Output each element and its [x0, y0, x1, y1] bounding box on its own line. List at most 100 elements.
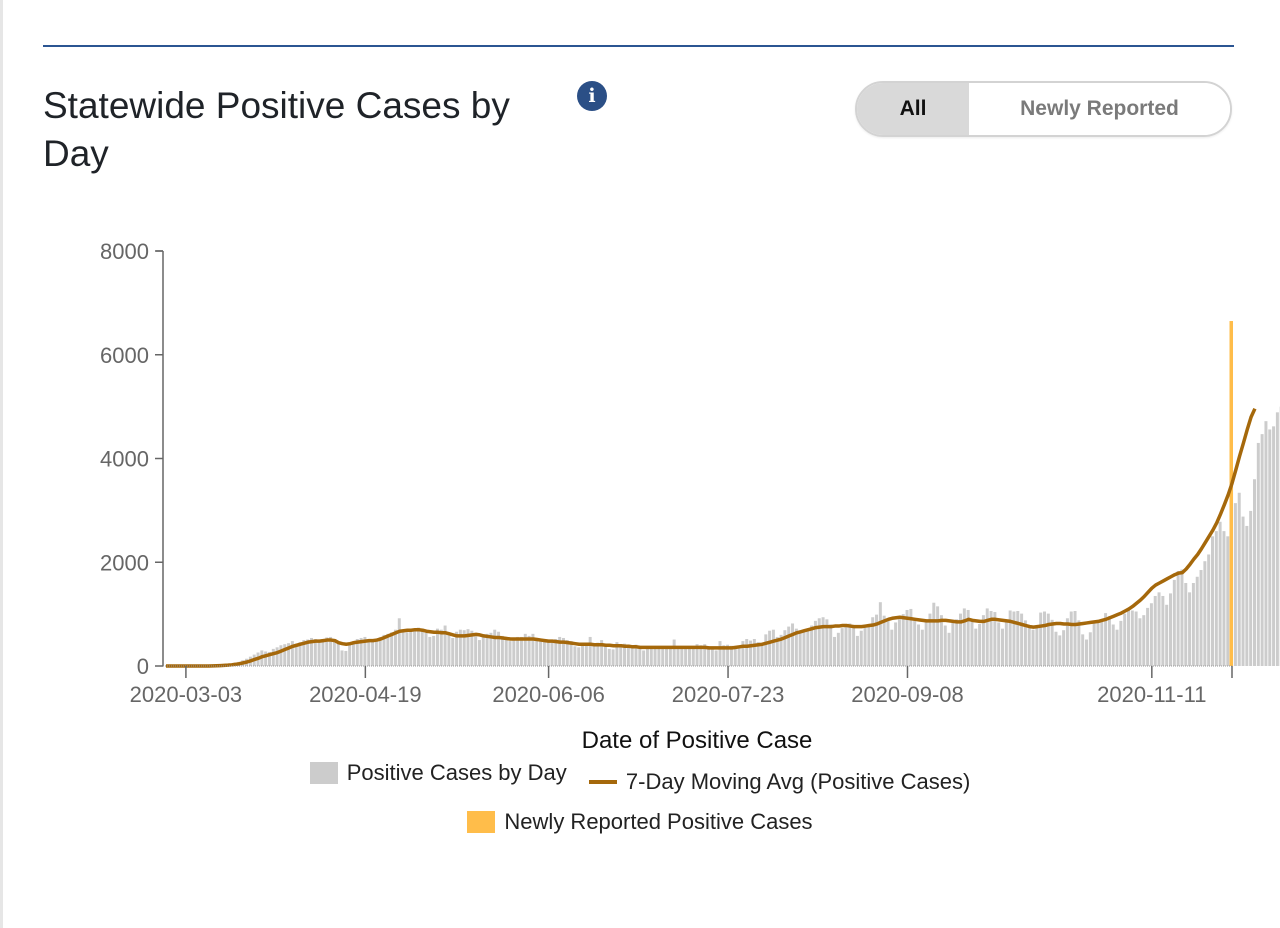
bar [657, 646, 661, 666]
bar [493, 629, 497, 666]
bar [512, 637, 516, 666]
bar [722, 645, 726, 666]
bar [1004, 620, 1008, 666]
bar [1199, 570, 1203, 666]
bar [882, 615, 886, 666]
bar [794, 628, 798, 666]
bar [348, 644, 352, 666]
bar [886, 620, 890, 666]
bar [1111, 624, 1115, 666]
bar [371, 641, 375, 666]
bar [1138, 618, 1142, 666]
bar [1195, 576, 1199, 666]
bar [409, 631, 413, 666]
bar [1027, 627, 1031, 666]
bar [271, 648, 275, 666]
bar [367, 640, 371, 666]
bar [897, 619, 901, 666]
bar [584, 644, 588, 666]
bar [1165, 604, 1169, 666]
bar [668, 647, 672, 666]
bar [672, 639, 676, 666]
bar [600, 640, 604, 666]
bar [539, 641, 543, 666]
bar [1233, 503, 1237, 666]
bar [588, 636, 592, 666]
bar [1241, 516, 1245, 666]
bar [432, 635, 436, 666]
bar [527, 635, 531, 666]
bar [340, 650, 344, 666]
x-axis: 2020-03-03 2020-04-19 2020-06-06 2020-07-23… [130, 665, 1233, 707]
bar [1107, 616, 1111, 666]
bar [951, 622, 955, 666]
bar [1012, 611, 1016, 666]
bar [1096, 620, 1100, 666]
bar [1054, 631, 1058, 666]
bar [1035, 626, 1039, 666]
bar [626, 645, 630, 666]
newly-reported-group [1229, 321, 1233, 666]
bar [294, 643, 298, 666]
toggle-option-newly-reported[interactable]: Newly Reported [969, 83, 1230, 135]
bar [435, 628, 439, 666]
y-tick-label: 0 [137, 654, 149, 679]
x-tick-label: 2020-07-23 [672, 682, 785, 707]
bar [909, 608, 913, 666]
bar [684, 648, 688, 666]
bar [516, 636, 520, 666]
bar [596, 642, 600, 666]
bar [317, 640, 321, 666]
bar [913, 619, 917, 666]
bar [1085, 639, 1088, 666]
bar [466, 629, 470, 666]
bar [382, 634, 386, 667]
info-icon[interactable]: i [577, 81, 607, 111]
bar [1169, 593, 1172, 667]
bar [290, 641, 294, 666]
bar [729, 645, 733, 666]
bar [844, 624, 848, 666]
bar [676, 646, 680, 666]
bar [1211, 536, 1214, 666]
bar [1245, 525, 1249, 666]
bar [378, 636, 382, 666]
bar [798, 630, 802, 666]
bar [829, 624, 833, 666]
bar [443, 625, 447, 666]
toggle-option-all[interactable]: All [857, 83, 969, 135]
bar [955, 619, 959, 666]
x-tick-label: 2020-03-03 [130, 682, 243, 707]
section-top-rule [43, 45, 1234, 47]
bar [283, 644, 287, 666]
bar [1256, 442, 1260, 666]
legend-label: Positive Cases by Day [346, 760, 567, 785]
bar [779, 634, 783, 667]
bar [1073, 611, 1077, 666]
bar [313, 639, 317, 666]
bar [1046, 613, 1050, 666]
bar [840, 628, 844, 666]
bar [550, 640, 554, 666]
bar [978, 623, 982, 666]
y-tick-label: 2000 [100, 550, 149, 575]
bar [928, 613, 932, 666]
bar [332, 640, 336, 666]
bar [771, 629, 775, 666]
bar [645, 648, 649, 666]
bar [508, 641, 512, 666]
bar [936, 606, 940, 666]
bar [901, 614, 905, 667]
bar [1023, 620, 1027, 666]
bar [1001, 628, 1004, 666]
bar [329, 636, 333, 666]
bar [859, 630, 863, 666]
bar [1043, 611, 1046, 666]
bar [1153, 595, 1157, 666]
bar [1119, 620, 1123, 666]
legend-label: 7-Day Moving Avg (Positive Cases) [625, 769, 971, 794]
bar [405, 632, 409, 666]
bar [302, 640, 306, 666]
bar [554, 639, 558, 666]
